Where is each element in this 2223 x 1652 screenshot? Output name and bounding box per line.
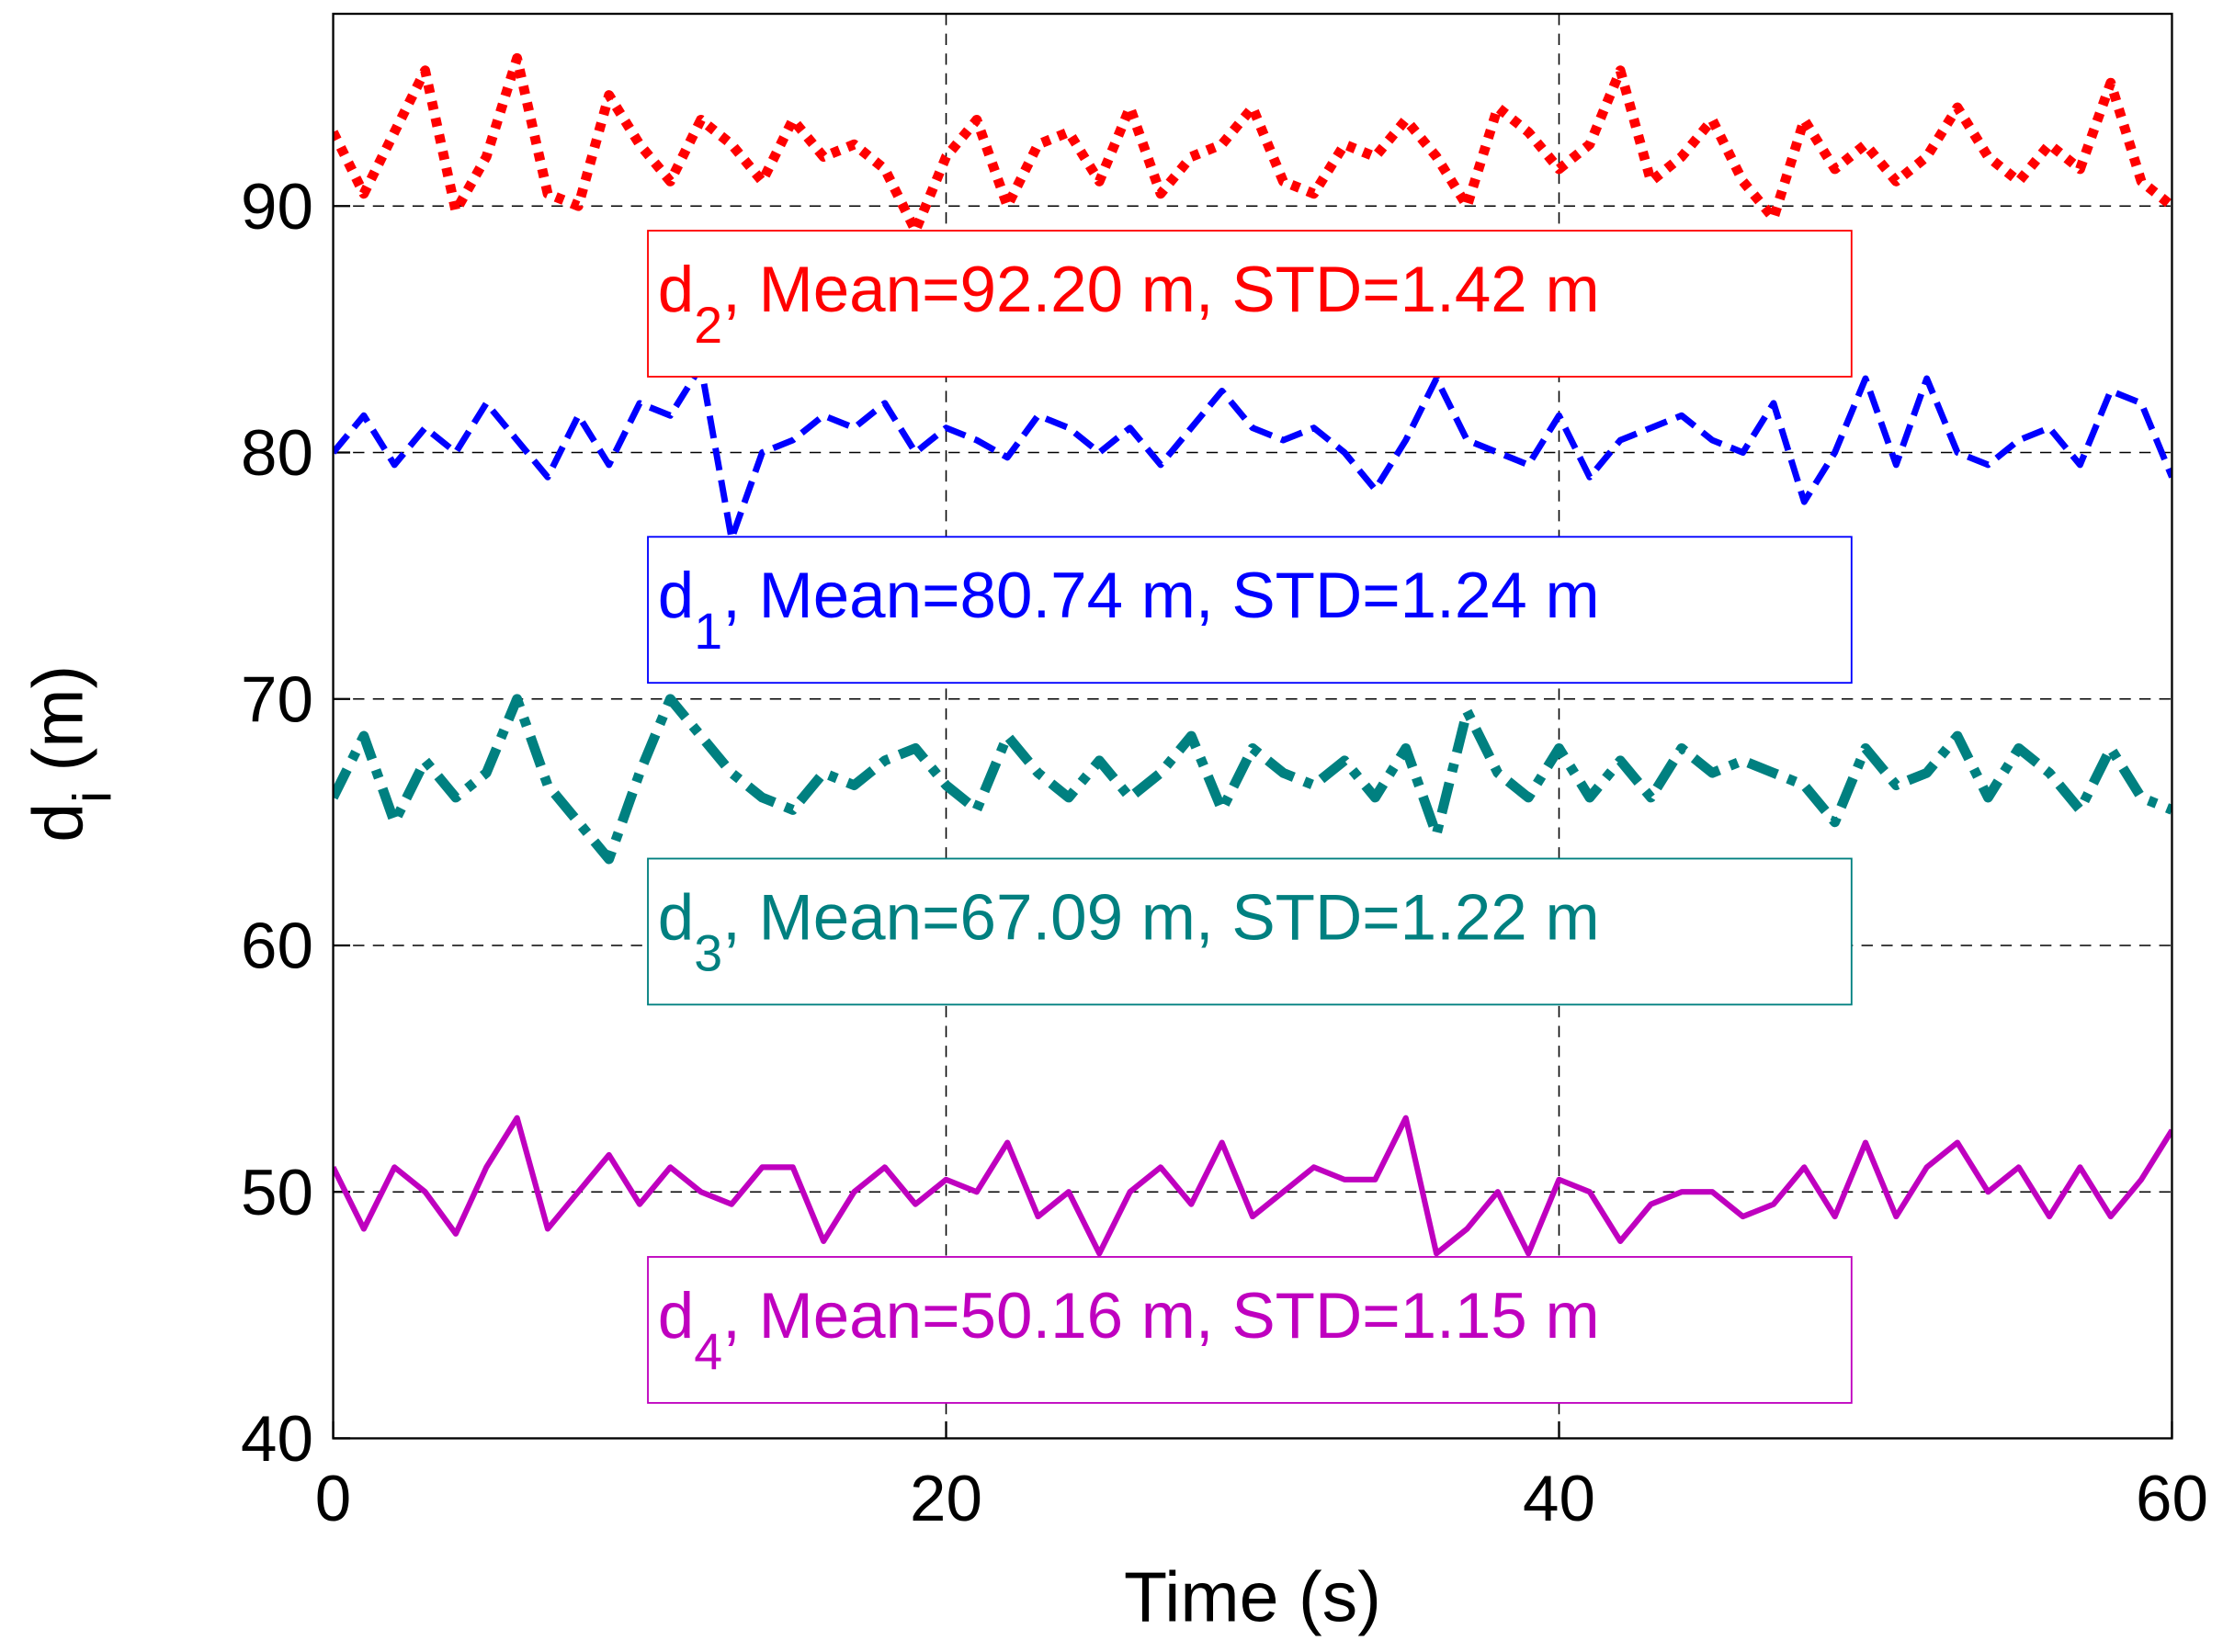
x-tick-label: 20 bbox=[910, 1463, 982, 1535]
annotation-box bbox=[647, 230, 1853, 378]
x-tick-label: 60 bbox=[2136, 1463, 2208, 1535]
y-label-text: d bbox=[18, 803, 97, 843]
series-line bbox=[333, 363, 2172, 542]
annotation-rest: , Mean=92.20 m, STD=1.42 m bbox=[722, 254, 1599, 326]
annotation: d2, Mean=92.20 m, STD=1.42 m bbox=[658, 254, 1600, 354]
annotation-rest: , Mean=50.16 m, STD=1.15 m bbox=[722, 1280, 1599, 1352]
series-line bbox=[333, 1115, 2172, 1257]
annotation: d3, Mean=67.09 m, STD=1.22 m bbox=[658, 881, 1600, 981]
y-tick-label: 70 bbox=[241, 663, 313, 736]
annotation: d4, Mean=50.16 m, STD=1.15 m bbox=[658, 1280, 1600, 1380]
annotation-box bbox=[647, 1256, 1853, 1404]
annotation-rest: , Mean=67.09 m, STD=1.22 m bbox=[722, 881, 1599, 954]
y-tick-label: 90 bbox=[241, 171, 313, 243]
annotation-text: d bbox=[658, 254, 694, 326]
annotation-sub: 1 bbox=[694, 603, 722, 660]
x-tick-label: 40 bbox=[1523, 1463, 1595, 1535]
y-tick-label: 40 bbox=[241, 1403, 313, 1476]
y-tick-label: 60 bbox=[241, 911, 313, 983]
x-axis-label: Time (s) bbox=[1124, 1557, 1381, 1636]
annotation-text: d bbox=[658, 1280, 694, 1352]
y-label-rest: (m) bbox=[18, 665, 97, 791]
annotation-rest: , Mean=80.74 m, STD=1.24 m bbox=[722, 560, 1599, 632]
y-tick-label: 80 bbox=[241, 417, 313, 490]
y-tick-label: 50 bbox=[241, 1157, 313, 1229]
axes-frame bbox=[332, 12, 2173, 1440]
annotation: d1, Mean=80.74 m, STD=1.24 m bbox=[658, 560, 1600, 660]
annotation-sub: 2 bbox=[694, 297, 722, 354]
y-label-sub: i bbox=[62, 791, 122, 803]
annotation-sub: 3 bbox=[694, 924, 722, 981]
x-tick-label: 0 bbox=[315, 1463, 351, 1535]
series-line bbox=[333, 694, 2172, 865]
y-axis-label: di (m) bbox=[18, 665, 122, 843]
annotation-sub: 4 bbox=[694, 1323, 722, 1380]
annotation-box bbox=[647, 536, 1853, 685]
annotation-text: d bbox=[658, 881, 694, 954]
annotation-box bbox=[647, 857, 1853, 1006]
annotation-text: d bbox=[658, 560, 694, 632]
